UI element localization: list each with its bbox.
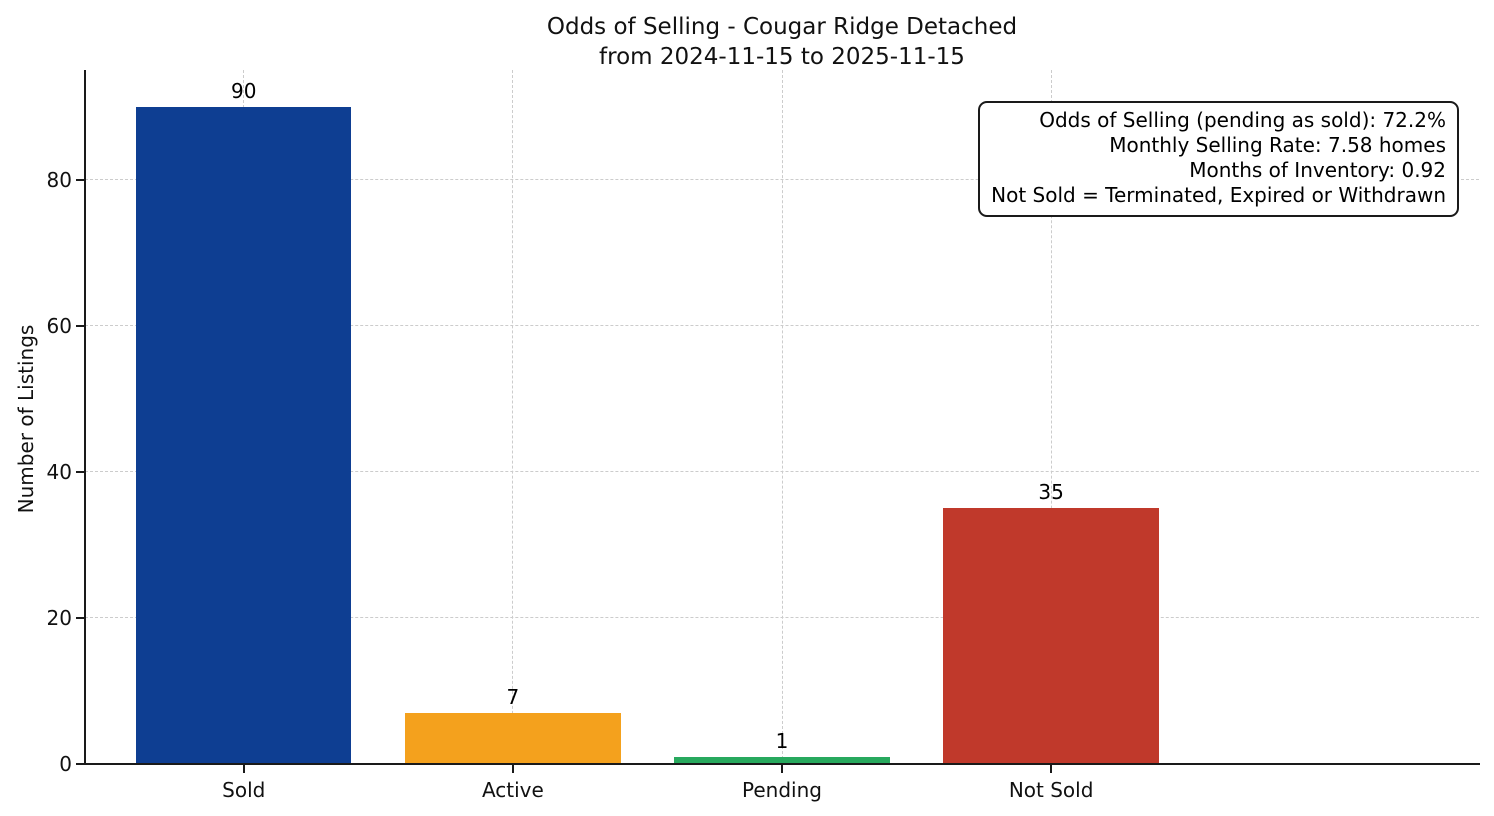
vertical-gridline — [781, 70, 783, 764]
y-tick-label: 20 — [46, 605, 72, 630]
stat-monthly-selling-rate: Monthly Selling Rate: 7.58 homes — [1109, 133, 1446, 157]
y-tick-mark — [76, 763, 85, 765]
x-axis-spine — [84, 763, 1480, 765]
y-axis-label: Number of Listings — [14, 324, 38, 514]
x-tick-mark — [511, 765, 514, 773]
x-tick-label: Sold — [222, 778, 266, 802]
y-tick-label: 0 — [59, 752, 72, 776]
y-tick-mark — [76, 470, 85, 473]
x-tick-label: Pending — [742, 778, 822, 802]
bar — [136, 106, 352, 764]
stats-annotation-box: Odds of Selling (pending as sold): 72.2%… — [978, 101, 1459, 217]
bar-value-label: 90 — [231, 78, 257, 103]
y-tick-label: 40 — [46, 459, 72, 484]
x-tick-label: Not Sold — [1008, 778, 1094, 802]
y-axis-spine — [84, 70, 86, 765]
bar — [405, 712, 621, 764]
y-tick-mark — [76, 324, 85, 327]
y-tick-mark — [76, 616, 85, 619]
stat-not-sold-definition: Not Sold = Terminated, Expired or Withdr… — [991, 183, 1446, 207]
y-tick-label: 60 — [46, 313, 72, 338]
y-tick-mark — [76, 178, 85, 181]
x-tick-label: Active — [481, 778, 544, 802]
bar-value-label: 35 — [1038, 480, 1064, 505]
stat-odds-of-selling: Odds of Selling (pending as sold): 72.2% — [1039, 108, 1446, 132]
vertical-gridline — [512, 70, 514, 764]
bar — [674, 756, 890, 764]
y-tick-label: 80 — [46, 167, 72, 192]
x-tick-mark — [1050, 765, 1053, 773]
stat-months-of-inventory: Months of Inventory: 0.92 — [1189, 158, 1446, 182]
bar-value-label: 1 — [775, 728, 789, 753]
x-tick-mark — [781, 765, 783, 773]
bar-value-label: 7 — [506, 684, 520, 709]
bar — [943, 508, 1159, 764]
chart-title: Odds of Selling - Cougar Ridge Detached … — [546, 14, 1018, 70]
vertical-gridline — [1050, 70, 1052, 764]
x-tick-mark — [242, 765, 245, 773]
